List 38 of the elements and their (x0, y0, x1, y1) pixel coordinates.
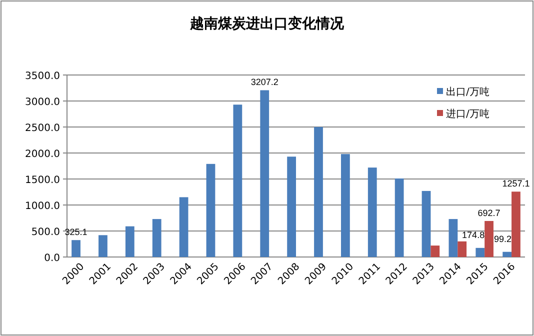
data-label: 692.7 (478, 208, 500, 218)
bar (502, 252, 512, 257)
bar (512, 192, 520, 257)
data-label: 1257.1 (502, 178, 530, 189)
bar (394, 178, 404, 257)
bar (430, 246, 440, 257)
data-label: 174.8 (462, 230, 485, 240)
data-label: 99.2 (494, 234, 512, 244)
y-tick-label: 3500.0 (25, 71, 60, 82)
bar (314, 127, 323, 257)
y-tick-label: 500.0 (31, 227, 60, 238)
bar (206, 164, 216, 257)
chart-title: 越南煤炭进出口变化情况 (189, 15, 345, 32)
data-label: 325.1 (64, 227, 88, 238)
y-tick-label: 2500.0 (25, 123, 60, 134)
legend-label: 出口/万吨 (446, 86, 490, 98)
y-tick-label: 1500.0 (25, 175, 60, 186)
bar (152, 219, 162, 257)
bar (287, 156, 296, 257)
legend-label: 进口/万吨 (446, 108, 490, 120)
bar (368, 168, 377, 257)
bar (260, 90, 270, 257)
bar (476, 248, 485, 257)
y-tick-label: 2000.0 (25, 149, 60, 160)
bar (179, 197, 188, 257)
bar (72, 240, 80, 257)
y-tick-label: 1000.0 (25, 201, 60, 212)
data-label: 3207.2 (250, 77, 278, 88)
bar (448, 219, 458, 257)
bar (458, 241, 467, 257)
bar (340, 154, 350, 257)
bar (422, 190, 431, 257)
bar (125, 226, 134, 257)
y-tick-label: 3000.0 (25, 97, 60, 108)
bar (98, 235, 108, 257)
bar (484, 220, 494, 257)
bar (233, 104, 242, 257)
y-tick-label: 0.0 (44, 253, 60, 264)
